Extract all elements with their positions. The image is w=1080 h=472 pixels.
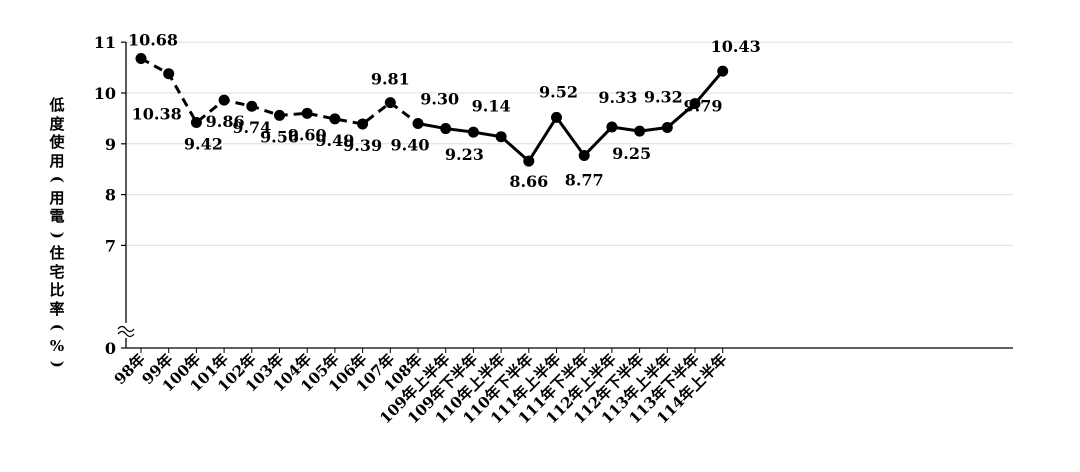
data-label: 9.40 [391, 135, 430, 154]
y-axis-label-char: 使 [49, 133, 65, 151]
data-label: 9.42 [184, 134, 223, 153]
data-points [135, 52, 729, 167]
grid-lines [126, 41, 1013, 246]
y-axis-label-char: ( [48, 323, 67, 331]
data-point [661, 122, 673, 134]
y-tick-label: 11 [94, 33, 116, 52]
data-label: 9.25 [612, 144, 651, 163]
axes [117, 41, 1013, 353]
data-label: 9.32 [644, 88, 683, 107]
data-point [523, 155, 535, 167]
data-point [440, 123, 452, 135]
y-axis-label-char: 度 [49, 114, 65, 133]
x-tick-label: 98年 [111, 350, 149, 388]
data-label: 9.52 [539, 82, 578, 101]
y-axis-label: 低度使用(用電) 住宅比率(%) [44, 96, 70, 374]
data-point [384, 97, 396, 109]
axis-break-mark [117, 330, 135, 338]
data-label: 8.77 [565, 170, 604, 189]
data-label: 9.23 [445, 145, 484, 164]
y-axis-label-char: % [49, 336, 65, 355]
data-point [467, 126, 479, 138]
data-point [606, 121, 618, 133]
data-label: 8.66 [509, 172, 548, 191]
data-label: 9.79 [684, 97, 723, 116]
y-tick-label: 10 [94, 84, 116, 103]
data-point [274, 109, 285, 121]
y-axis-label-char: 宅 [49, 262, 65, 281]
data-label: 9.30 [420, 90, 459, 109]
y-axis-label-char: 用 [49, 188, 65, 207]
y-axis-label-char: 率 [49, 299, 65, 318]
data-point [301, 107, 313, 119]
y-axis-label-char: 用 [49, 151, 65, 170]
y-axis-label-char: 電 [49, 207, 65, 225]
data-label: 9.86 [206, 112, 245, 131]
data-point [218, 94, 230, 106]
y-tick-label: 0 [105, 339, 116, 358]
data-point [163, 68, 175, 80]
y-axis-label-char: 低 [49, 96, 65, 114]
y-axis-label-char: 住 [49, 244, 65, 262]
y-tick-labels: 0 7 8 9 10 11 12 [94, 0, 116, 358]
y-tick-label: 12 [94, 0, 116, 1]
data-point [551, 111, 562, 123]
y-axis-label-char: ( [48, 175, 67, 183]
data-label: 9.33 [598, 88, 637, 107]
data-point [717, 65, 729, 77]
data-label: 10.43 [711, 37, 761, 56]
data-label: 9.39 [343, 136, 382, 155]
data-label: 9.49 [315, 131, 354, 150]
data-point [329, 113, 341, 125]
data-labels: 10.68 10.389.42 9.869.749.569.609.499.39 9.… [128, 30, 761, 191]
data-point [190, 116, 202, 128]
data-label: 9.14 [472, 97, 511, 116]
data-label: 10.68 [128, 30, 178, 49]
data-point [135, 52, 147, 64]
data-point [578, 149, 590, 161]
data-label: 9.74 [232, 118, 271, 137]
y-tick-label: 8 [105, 186, 116, 205]
y-tick-label: 9 [105, 135, 116, 154]
data-point [495, 131, 507, 143]
y-axis-label-char: ) [48, 360, 67, 368]
data-label: 10.38 [132, 105, 182, 124]
data-point [634, 125, 646, 137]
data-point [246, 100, 258, 112]
data-label: 9.81 [371, 70, 410, 89]
data-label: 9.56 [260, 127, 299, 146]
y-axis-label-char: ) [48, 231, 67, 239]
y-axis-label-char: 比 [49, 281, 65, 299]
x-tick-labels: 98年99年100年101年102年103年104年105年106年107年10… [111, 350, 731, 427]
data-point [689, 98, 701, 110]
data-point [412, 117, 424, 129]
data-point [357, 118, 369, 130]
axis-break-mark [117, 325, 135, 333]
data-label: 9.60 [288, 125, 327, 144]
y-tick-label: 7 [105, 236, 116, 255]
